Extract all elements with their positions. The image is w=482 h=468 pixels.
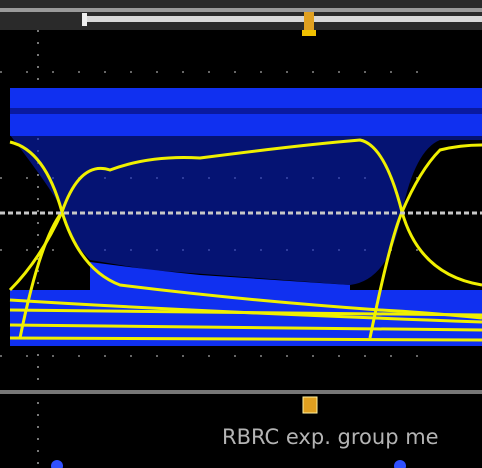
slider-track[interactable]	[84, 16, 482, 22]
lower-marker[interactable]	[303, 397, 317, 413]
scope-screen: RBRC exp. group me	[0, 0, 482, 468]
panel-divider	[0, 390, 482, 394]
slider-start[interactable]	[82, 13, 87, 26]
overlay-text: RBRC exp. group me	[222, 425, 439, 449]
marker-base	[302, 30, 316, 36]
top-bar	[0, 0, 482, 30]
upper-band-shade	[10, 108, 482, 114]
slider-marker[interactable]	[304, 12, 314, 30]
top-rule	[0, 8, 482, 12]
page: {"overlay_text": "RBRC exp. group me"} R…	[0, 0, 482, 468]
